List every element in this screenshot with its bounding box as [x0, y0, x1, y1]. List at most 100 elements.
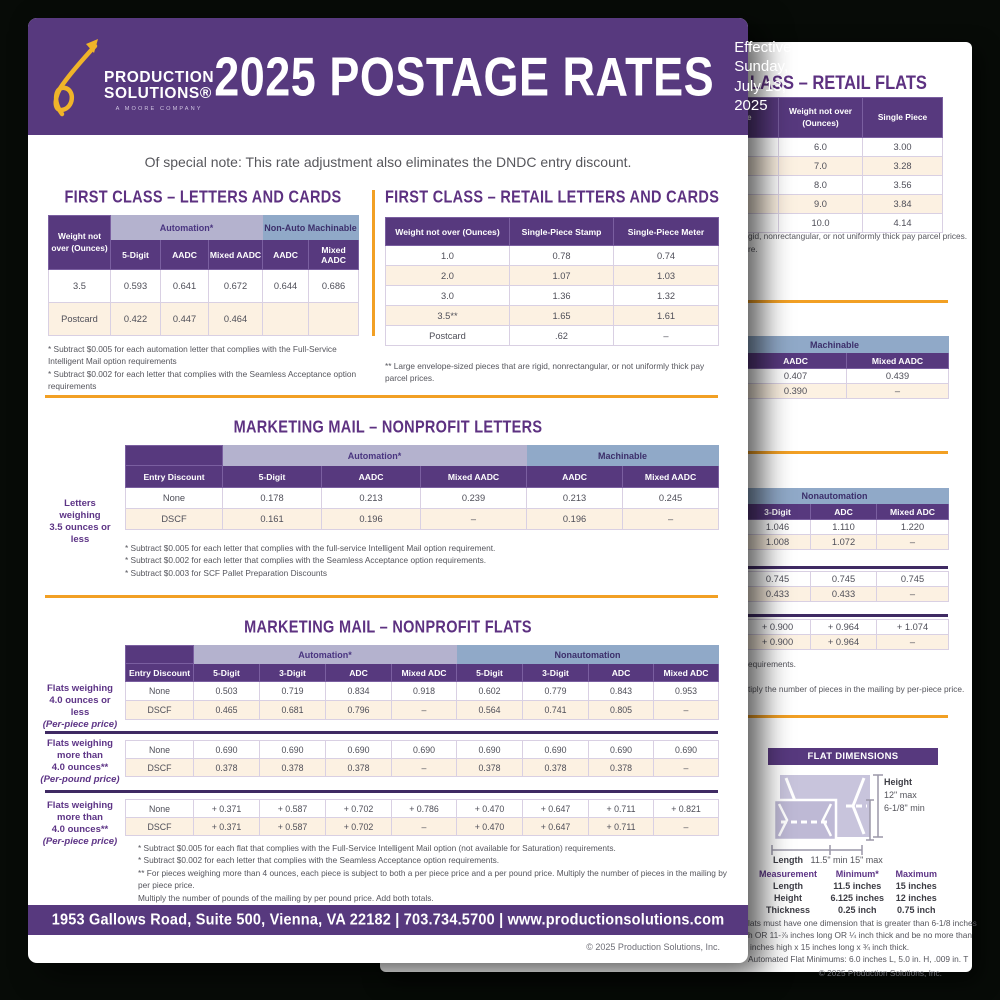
cell: + 0.647: [522, 799, 589, 818]
nonautomation-table: Nonautomation 3-Digit ADC Mixed ADC 1.04…: [720, 488, 949, 550]
footnote: * Subtract $0.003 for SCF Pallet Prepara…: [125, 567, 327, 578]
column-header: Mixed AADC: [419, 465, 528, 488]
column-header: AADC: [160, 239, 209, 270]
machinable-table: Machinable AADC Mixed AADC 0.407 0.439 0.…: [720, 336, 949, 399]
column-divider: [372, 190, 375, 336]
column-header: Mixed ADC: [876, 503, 949, 520]
row-label: None: [125, 799, 194, 818]
cell: 0.213: [321, 487, 421, 509]
footnote-fragment: re.: [748, 244, 758, 254]
page-header: PRODUCTION SOLUTIONS® A MOORE COMPANY 20…: [28, 18, 791, 135]
corner-header: Weight not over (Ounces): [48, 215, 111, 270]
footnote: * Subtract $0.002 for each letter that c…: [138, 855, 500, 866]
footnote: * Subtract $0.002 for each letter that c…: [48, 368, 357, 392]
group-header-nonautomation: Nonautomation: [456, 645, 719, 664]
note-fragment: Automated Flat Minimums: 6.0 inches L, 5…: [748, 954, 969, 964]
cell: 0.745: [744, 571, 811, 587]
footnote: * Subtract $0.005 for each automation le…: [48, 344, 337, 367]
cell: 0.378: [193, 758, 260, 777]
cell: 6.125 inches: [830, 893, 885, 903]
cell: + 0.964: [810, 619, 877, 635]
height-min: 6-1/8" min: [884, 803, 925, 813]
cell: 0.407: [744, 368, 847, 384]
cell: 0.690: [588, 740, 654, 759]
row-label: None: [125, 681, 194, 701]
cell: 0.245: [622, 487, 720, 509]
column-header: 3-Digit: [522, 663, 589, 682]
column-header: ADC: [810, 503, 877, 520]
footer-address: 1953 Gallows Road, Suite 500, Vienna, VA…: [51, 911, 725, 929]
cell: 0.602: [456, 681, 523, 701]
footnote-fragment: equirements.: [748, 659, 796, 669]
nonautomation-table-piece: + 0.900 + 0.964 + 1.074 + 0.900 + 0.964–: [720, 619, 949, 650]
footnote-fragment: tiply the number of pieces in the mailin…: [748, 684, 965, 694]
cell: + 0.470: [456, 817, 523, 836]
column-header: Measurement: [758, 869, 818, 879]
cell: 0.465: [193, 700, 260, 720]
cell: + 0.964: [810, 634, 877, 650]
column-header: AADC: [526, 465, 624, 488]
cell: 0.447: [160, 302, 209, 336]
cell: 0.239: [419, 487, 528, 509]
cell: 0.464: [207, 302, 264, 336]
length-spec: 11.5" min 15" max: [810, 855, 883, 865]
cell: 0.196: [526, 508, 624, 530]
column-header: AADC: [262, 239, 310, 270]
section-divider: [45, 595, 718, 598]
mm-letters-title: MARKETING MAIL – NONPROFIT LETTERS: [233, 418, 543, 438]
fc-retail-table: Weight not over (Ounces) Single-Piece St…: [385, 217, 719, 346]
mm-flats-title: MARKETING MAIL – NONPROFIT FLATS: [244, 618, 532, 638]
column-header: ADC: [588, 663, 654, 682]
mm-flats-side-label-3: Flats weighing more than 4.0 ounces** (P…: [42, 800, 118, 847]
cell: + 0.371: [193, 799, 260, 818]
cell: 0.779: [522, 681, 589, 701]
cell: + 0.587: [259, 799, 326, 818]
mm-flats-table-1: Automation* Nonautomation Entry Discount…: [125, 645, 719, 720]
mm-flats-side-label-1: Flats weighing 4.0 ounces or less (Per-p…: [42, 683, 118, 730]
cell: 0.745: [876, 571, 949, 587]
group-header-machinable: Non-Auto Machinable: [262, 215, 360, 240]
footer-band: 1953 Gallows Road, Suite 500, Vienna, VA…: [28, 905, 748, 935]
section-divider: [45, 395, 718, 398]
logo-swoosh-icon: [53, 38, 98, 116]
cell: –: [846, 383, 949, 399]
cell: 0.690: [259, 740, 326, 759]
footnote: * Subtract $0.005 for each letter that c…: [125, 543, 496, 553]
column-header: AADC: [321, 465, 421, 488]
cell: 1.61: [613, 305, 719, 326]
column-header: 5-Digit: [222, 465, 322, 488]
column-header: Mixed AADC: [622, 465, 720, 488]
row-label: DSCF: [125, 817, 194, 836]
cell: –: [622, 508, 720, 530]
cell: 11.5 inches: [833, 881, 882, 891]
cell: Thickness: [765, 905, 811, 915]
length-label: Length: [773, 855, 803, 865]
cell: 3.56: [862, 175, 943, 195]
cell: 1.65: [509, 305, 614, 326]
cell: 0.25 inch: [837, 905, 877, 915]
cell: 0.690: [653, 740, 719, 759]
column-header: Single-Piece Meter: [613, 217, 719, 246]
cell: –: [419, 508, 528, 530]
column-header: 3-Digit: [259, 663, 326, 682]
cell: 0.378: [588, 758, 654, 777]
cell: 0.422: [110, 302, 161, 336]
cell: 3.00: [862, 137, 943, 157]
cell: 0.719: [259, 681, 326, 701]
effective-date: Effective Sunday, July 13, 2025: [734, 38, 792, 115]
cell: –: [391, 758, 457, 777]
cell: –: [391, 817, 457, 836]
column-header: Weight not over (Ounces): [385, 217, 510, 246]
flat-dimensions-title: FLAT DIMENSIONS: [768, 748, 938, 765]
cell: + 0.470: [456, 799, 523, 818]
footnote: ** For pieces weighing more than 4 ounce…: [138, 867, 727, 891]
cell: 0.796: [325, 700, 392, 720]
cell: + 0.587: [259, 817, 326, 836]
cell: 1.220: [876, 519, 949, 535]
column-header: 3-Digit: [744, 503, 811, 520]
cell: Height: [774, 893, 802, 903]
cell: 0.690: [456, 740, 523, 759]
rule: [45, 790, 718, 793]
group-header-automation: Automation*: [109, 215, 264, 240]
column-header: Single-Piece Stamp: [509, 217, 614, 246]
